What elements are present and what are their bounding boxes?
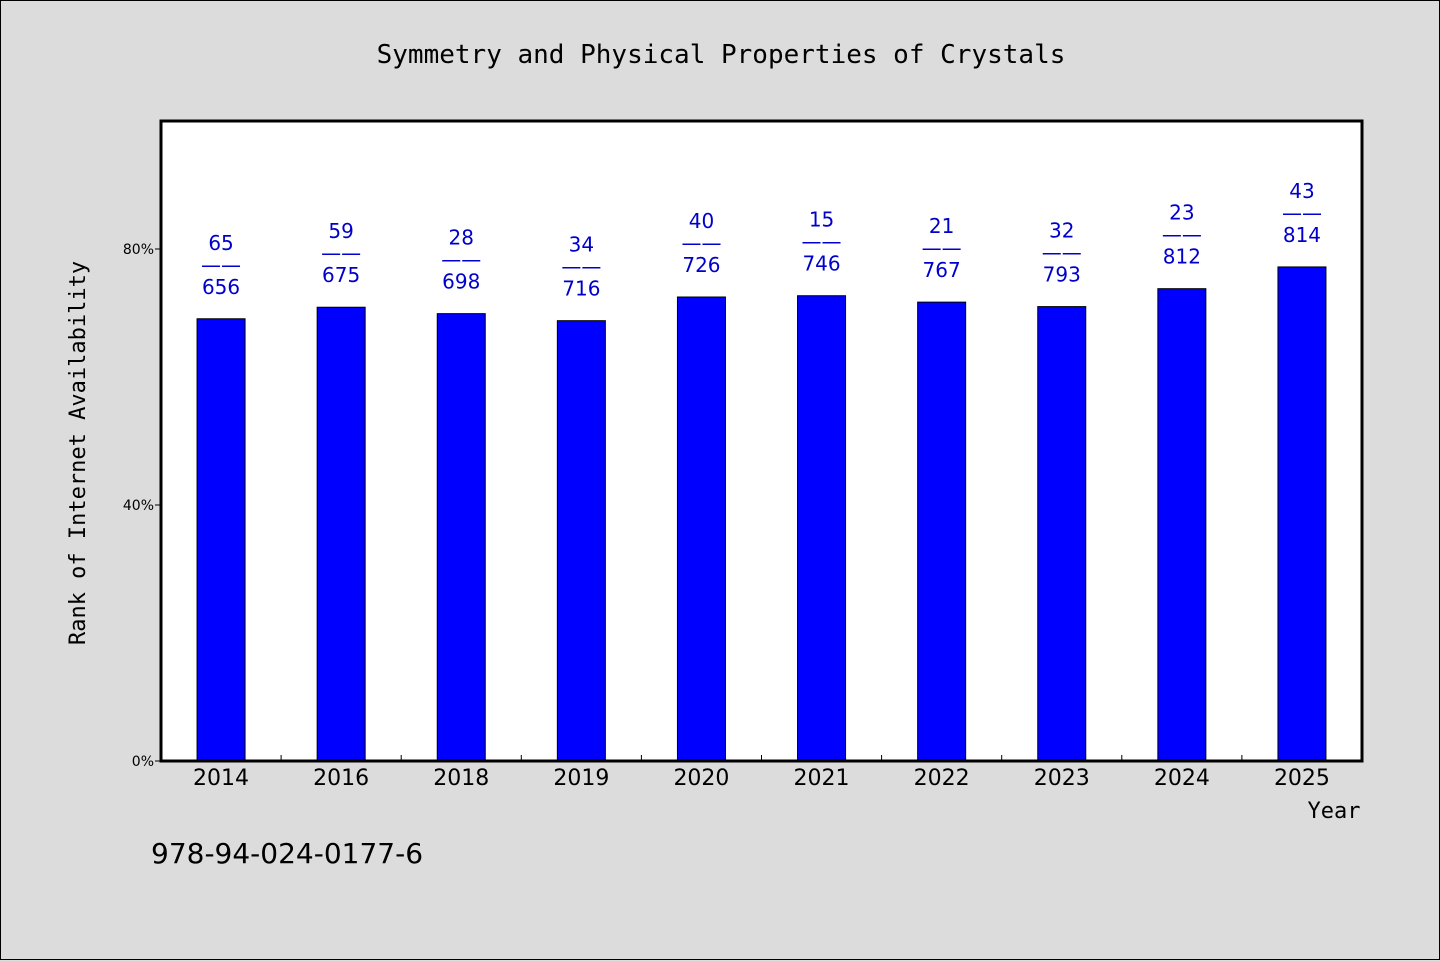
data-label-2021-top: 15 xyxy=(809,208,834,232)
isbn-text: 978-94-024-0177-6 xyxy=(151,837,423,870)
data-label-2022-bottom: 767 xyxy=(923,258,961,282)
data-label-2018-sep: —— xyxy=(441,248,481,272)
bar-2024 xyxy=(1157,288,1207,762)
bar-2018 xyxy=(436,313,486,762)
bar-2023 xyxy=(1037,306,1087,762)
x-tick-label-2019: 2019 xyxy=(553,766,609,791)
x-tick-label-2024: 2024 xyxy=(1154,766,1210,791)
x-tick-label-2022: 2022 xyxy=(914,766,970,791)
chart-title: Symmetry and Physical Properties of Crys… xyxy=(377,40,1066,70)
data-label-2025-sep: —— xyxy=(1282,201,1322,225)
x-tick-label-2023: 2023 xyxy=(1034,766,1090,791)
bar-2014 xyxy=(196,318,246,762)
bar-2019 xyxy=(556,320,606,762)
data-label-2024-top: 23 xyxy=(1169,201,1194,225)
data-label-2014-bottom: 656 xyxy=(202,275,240,299)
data-label-2020-sep: —— xyxy=(681,231,721,255)
bar-2021 xyxy=(797,295,847,762)
x-tick-label-2021: 2021 xyxy=(794,766,850,791)
bar-2020 xyxy=(676,296,726,762)
data-label-2023-top: 32 xyxy=(1049,219,1074,243)
data-label-2019-top: 34 xyxy=(569,233,594,257)
data-label-2014-sep: —— xyxy=(201,253,241,277)
data-label-2019-sep: —— xyxy=(561,255,601,279)
bar-2025 xyxy=(1277,266,1327,762)
data-label-2019-bottom: 716 xyxy=(562,277,600,301)
x-tick-label-2025: 2025 xyxy=(1274,766,1330,791)
data-labels-layer: 65——65659——67528——69834——71640——72615——7… xyxy=(201,179,1322,301)
y-tick-label-0: 0% xyxy=(132,754,154,770)
data-label-2018-top: 28 xyxy=(449,226,474,250)
data-label-2023-bottom: 793 xyxy=(1043,263,1081,287)
data-label-2014-top: 65 xyxy=(208,231,233,255)
data-label-2023-sep: —— xyxy=(1042,241,1082,265)
bar-2016 xyxy=(316,306,366,762)
x-tick-label-2018: 2018 xyxy=(433,766,489,791)
data-label-2016-sep: —— xyxy=(321,241,361,265)
bar-2022 xyxy=(917,301,967,762)
x-tick-label-2016: 2016 xyxy=(313,766,369,791)
data-label-2018-bottom: 698 xyxy=(442,270,480,294)
data-label-2022-sep: —— xyxy=(922,236,962,260)
data-label-2016-bottom: 675 xyxy=(322,263,360,287)
data-label-2025-top: 43 xyxy=(1289,179,1314,203)
plot-border xyxy=(159,119,1364,763)
y-tick-label-40: 40% xyxy=(123,498,154,514)
y-tick-label-80: 80% xyxy=(123,242,154,258)
data-label-2022-top: 21 xyxy=(929,214,954,238)
y-axis-label: Rank of Internet Availability xyxy=(66,261,91,645)
data-label-2021-bottom: 746 xyxy=(802,252,840,276)
y-axis-ticks: 0% 40% 80% xyxy=(123,242,161,770)
x-tick-label-2014: 2014 xyxy=(193,766,249,791)
data-label-2020-bottom: 726 xyxy=(682,253,720,277)
x-tick-label-2020: 2020 xyxy=(673,766,729,791)
x-axis-ticks: 2014 2016 2018 2019 2020 2021 2022 2023 2024 2025 xyxy=(193,755,1330,791)
data-label-2025-bottom: 814 xyxy=(1283,223,1321,247)
data-label-2024-sep: —— xyxy=(1162,223,1202,247)
data-label-2016-top: 59 xyxy=(328,219,353,243)
bars-layer xyxy=(196,266,1327,762)
data-label-2024-bottom: 812 xyxy=(1163,245,1201,269)
x-axis-label: Year xyxy=(1308,799,1361,824)
data-label-2021-sep: —— xyxy=(802,230,842,254)
data-label-2020-top: 40 xyxy=(689,209,714,233)
